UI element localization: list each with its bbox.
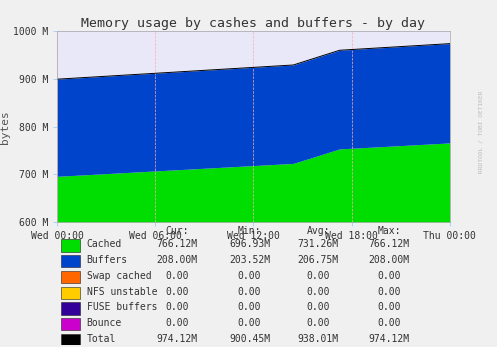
Text: 208.00M: 208.00M: [157, 255, 197, 265]
Text: Avg:: Avg:: [307, 226, 330, 236]
Text: 0.00: 0.00: [238, 302, 261, 312]
Text: Min:: Min:: [238, 226, 261, 236]
Text: 0.00: 0.00: [307, 318, 330, 328]
FancyBboxPatch shape: [61, 334, 80, 346]
Text: Total: Total: [86, 334, 116, 344]
Text: 0.00: 0.00: [238, 271, 261, 281]
Text: 0.00: 0.00: [377, 271, 401, 281]
Text: 731.26M: 731.26M: [298, 239, 339, 249]
Text: 0.00: 0.00: [377, 302, 401, 312]
Text: NFS unstable: NFS unstable: [86, 287, 157, 297]
Text: 900.45M: 900.45M: [229, 334, 270, 344]
Text: Max:: Max:: [377, 226, 401, 236]
Text: 0.00: 0.00: [165, 302, 189, 312]
Text: 208.00M: 208.00M: [368, 255, 410, 265]
Text: 974.12M: 974.12M: [368, 334, 410, 344]
Text: 0.00: 0.00: [307, 271, 330, 281]
Text: 766.12M: 766.12M: [368, 239, 410, 249]
FancyBboxPatch shape: [61, 255, 80, 268]
Text: 206.75M: 206.75M: [298, 255, 339, 265]
Y-axis label: bytes: bytes: [0, 110, 10, 144]
Title: Memory usage by cashes and buffers - by day: Memory usage by cashes and buffers - by …: [82, 17, 425, 30]
Text: 0.00: 0.00: [165, 318, 189, 328]
Text: Swap cached: Swap cached: [86, 271, 151, 281]
Text: RRDTOOL / TOBI OETIKER: RRDTOOL / TOBI OETIKER: [479, 91, 484, 173]
Text: 203.52M: 203.52M: [229, 255, 270, 265]
FancyBboxPatch shape: [61, 271, 80, 283]
Text: 0.00: 0.00: [377, 287, 401, 297]
Text: 974.12M: 974.12M: [157, 334, 197, 344]
Text: 0.00: 0.00: [238, 318, 261, 328]
Text: Buffers: Buffers: [86, 255, 128, 265]
FancyBboxPatch shape: [61, 318, 80, 330]
Text: Cached: Cached: [86, 239, 122, 249]
Text: 0.00: 0.00: [377, 318, 401, 328]
Text: 0.00: 0.00: [307, 287, 330, 297]
Text: Cur:: Cur:: [165, 226, 189, 236]
Text: 0.00: 0.00: [165, 271, 189, 281]
Text: 0.00: 0.00: [307, 302, 330, 312]
Text: Bounce: Bounce: [86, 318, 122, 328]
FancyBboxPatch shape: [61, 239, 80, 252]
Text: 938.01M: 938.01M: [298, 334, 339, 344]
FancyBboxPatch shape: [61, 287, 80, 299]
Text: 766.12M: 766.12M: [157, 239, 197, 249]
FancyBboxPatch shape: [61, 302, 80, 315]
Text: 696.93M: 696.93M: [229, 239, 270, 249]
Text: 0.00: 0.00: [238, 287, 261, 297]
Text: FUSE buffers: FUSE buffers: [86, 302, 157, 312]
Text: 0.00: 0.00: [165, 287, 189, 297]
